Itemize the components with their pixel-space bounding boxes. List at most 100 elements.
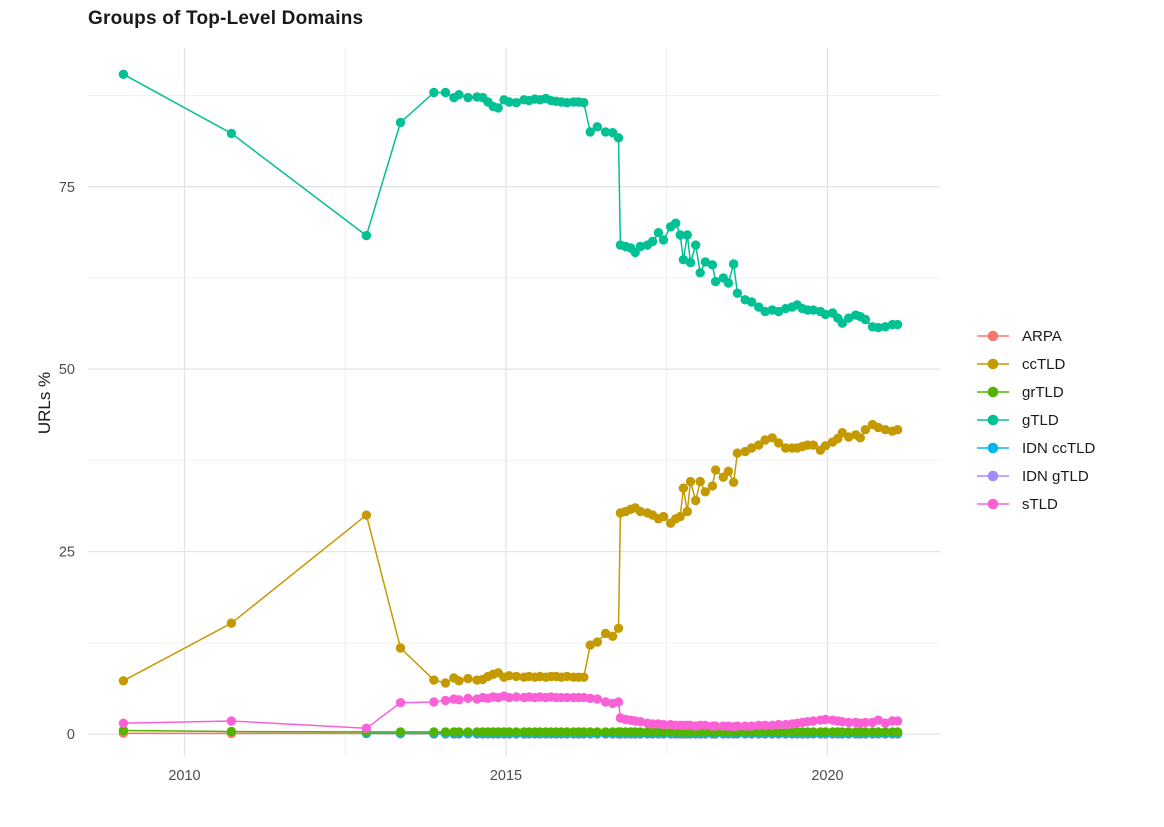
series-point-cctld (808, 440, 818, 450)
series-point-stld (808, 716, 818, 726)
series-point-stld (463, 693, 473, 703)
series-point-gtld (685, 257, 696, 268)
series-point-cctld (658, 511, 669, 522)
series-point-gtld (760, 306, 770, 317)
series-point-gtld (728, 259, 739, 269)
series-point-cctld (760, 435, 770, 445)
series-point-gtld (653, 228, 664, 238)
series-point-cctld (691, 495, 701, 506)
series-point-cctld (746, 443, 757, 453)
series-point-gtld (682, 230, 692, 240)
series-point-stld (820, 714, 831, 725)
series-point-stld (562, 692, 572, 703)
series-point-gtld (504, 97, 514, 107)
legend-key-icon (976, 328, 1010, 344)
series-point-stld (504, 692, 514, 703)
series-point-grtld (454, 727, 464, 737)
series-point-cctld (820, 441, 831, 451)
series-point-grtld (562, 727, 572, 737)
legend-key-icon (976, 496, 1010, 512)
series-point-stld (880, 718, 890, 728)
legend-label-grtld: grTLD (1022, 383, 1064, 401)
series-point-stld (613, 697, 624, 707)
series-point-stld (429, 697, 439, 707)
series-point-gtld (691, 240, 701, 250)
series-point-gtld (579, 98, 589, 108)
series-point-grtld (880, 727, 890, 737)
series-point-stld (700, 720, 710, 730)
series-point-grtld (773, 727, 784, 737)
series-point-cctld (723, 466, 734, 476)
series-point-stld (760, 720, 770, 730)
legend-key-icon (976, 384, 1010, 400)
legend: ARPA ccTLD grTLD gTLD IDN ccTLD IDN gTLD sTLD (976, 322, 1095, 518)
series-point-gtld (678, 255, 689, 265)
series-point-stld (658, 719, 669, 730)
series-point-cctld (395, 643, 406, 653)
legend-label-stld: sTLD (1022, 495, 1058, 513)
series-point-cctld (118, 676, 129, 686)
series-point-grtld (635, 727, 646, 737)
series-line-cctld (123, 423, 898, 684)
series-point-gtld (493, 103, 503, 113)
legend-item-stld: sTLD (976, 490, 1095, 518)
series-point-gtld (592, 122, 602, 132)
series-point-gtld (463, 92, 473, 103)
series-point-grtld (226, 726, 237, 737)
series-point-grtld (118, 725, 129, 736)
series-point-cctld (754, 440, 764, 450)
series-point-grtld (860, 727, 871, 737)
series-point-gtld (658, 235, 669, 245)
series-point-gtld (860, 314, 871, 325)
series-point-gtld (746, 297, 757, 307)
series-point-stld (395, 698, 406, 708)
series-point-grtld (820, 727, 831, 737)
series-point-cctld (585, 640, 595, 650)
legend-label-cctld: ccTLD (1022, 355, 1066, 373)
series-point-grtld (844, 727, 854, 737)
series-point-stld (746, 721, 757, 731)
series-point-grtld (760, 727, 770, 737)
legend-item-grtld: grTLD (976, 378, 1095, 406)
series-point-cctld (579, 672, 589, 682)
y-tick-label: 25 (59, 545, 75, 561)
series-point-cctld (608, 631, 618, 641)
series-point-stld (454, 695, 464, 705)
series-point-stld (361, 723, 372, 733)
series-point-gtld (844, 313, 854, 323)
series-point-cctld (880, 425, 890, 435)
series-point-cctld (767, 433, 777, 443)
series-point-gtld (820, 309, 831, 320)
series-point-gtld (732, 288, 743, 298)
series-point-grtld (892, 727, 903, 737)
series-point-cctld (773, 438, 784, 448)
x-tick-label: 2015 (490, 768, 522, 784)
series-line-gtld (123, 73, 898, 329)
series-point-grtld (600, 727, 611, 737)
series-point-grtld (440, 727, 451, 737)
series-point-gtld (429, 87, 439, 98)
series-point-gtld (395, 117, 406, 128)
series-point-cctld (685, 476, 696, 487)
series-point-gtld (808, 305, 818, 315)
series-point-gtld (585, 127, 595, 137)
series-point-cctld (635, 506, 646, 517)
series-point-grtld (658, 727, 669, 737)
legend-key-icon (976, 440, 1010, 456)
series-point-cctld (440, 678, 451, 688)
series-point-stld (844, 717, 854, 728)
series-point-gtld (511, 98, 521, 108)
series-point-gtld (707, 260, 718, 270)
series-point-gtld (710, 276, 721, 287)
series-point-gtld (635, 241, 646, 252)
chart-title: Groups of Top-Level Domains (88, 8, 364, 29)
series-point-gtld (695, 268, 705, 278)
legend-item-arpa: ARPA (976, 322, 1095, 350)
series-point-grtld (585, 727, 595, 737)
series-point-gtld (600, 127, 611, 137)
series-point-gtld (892, 319, 903, 330)
series-point-cctld (710, 465, 721, 475)
series-point-cctld (678, 483, 689, 493)
